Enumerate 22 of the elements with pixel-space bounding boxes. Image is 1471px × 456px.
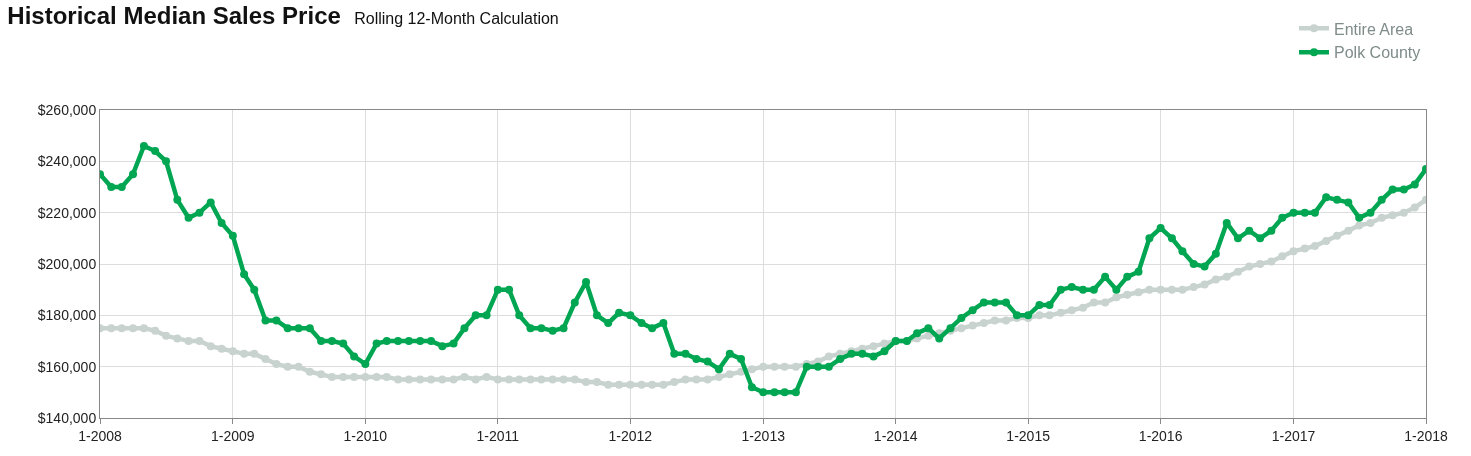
x-tick-label: 1-2013	[741, 427, 786, 444]
x-tick-label: 1-2008	[78, 427, 123, 444]
x-tick-label: 1-2018	[1404, 427, 1449, 444]
y-tick-label: $160,000	[37, 358, 97, 375]
y-tick-label: $200,000	[37, 255, 97, 272]
x-tick-label: 1-2014	[873, 427, 918, 444]
x-tick-label: 1-2009	[211, 427, 255, 444]
y-tick-label: $140,000	[37, 409, 97, 426]
chart-title: Historical Median Sales Price	[7, 1, 341, 29]
y-tick-label: $240,000	[37, 153, 97, 170]
legend-label: Polk County	[1334, 44, 1421, 62]
x-tick-label: 1-2015	[1006, 427, 1051, 444]
x-tick-label: 1-2010	[343, 427, 388, 444]
x-tick-label: 1-2016	[1138, 427, 1183, 444]
x-tick-label: 1-2017	[1271, 427, 1316, 444]
x-tick-label: 1-2012	[608, 427, 653, 444]
y-tick-label: $260,000	[37, 101, 97, 118]
chart-subtitle: Rolling 12-Month Calculation	[354, 9, 559, 27]
x-tick-label: 1-2011	[476, 427, 520, 444]
y-tick-label: $220,000	[37, 204, 97, 221]
legend-label: Entire Area	[1334, 20, 1414, 38]
y-tick-label: $180,000	[37, 307, 97, 324]
